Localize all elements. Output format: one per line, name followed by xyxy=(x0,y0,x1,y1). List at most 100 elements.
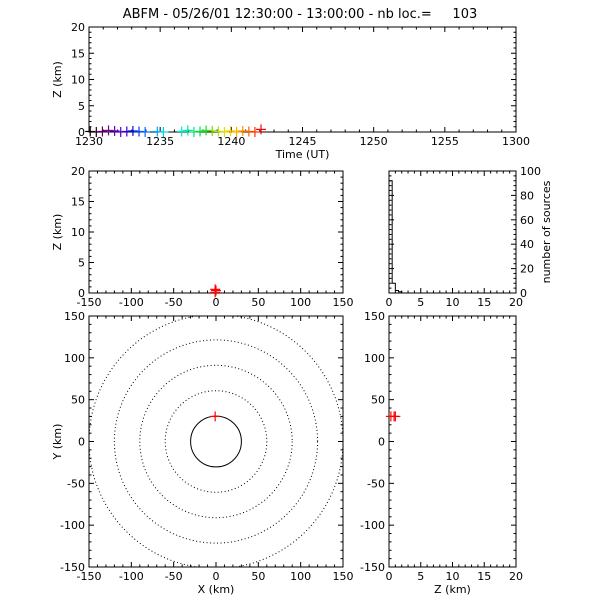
source-point-marker xyxy=(158,127,169,137)
x-tick-label: 20 xyxy=(509,570,523,583)
x-tick-label: -150 xyxy=(77,570,102,583)
y-tick-label: 50 xyxy=(71,394,85,407)
y-tick-label: 5 xyxy=(78,257,85,270)
range-ring xyxy=(139,364,293,519)
y-tick-label: 10 xyxy=(71,74,85,87)
y-tick-label: 5 xyxy=(78,100,85,113)
y-tick-label: -50 xyxy=(67,477,85,490)
y-tick-label: 80 xyxy=(520,189,534,202)
x-axis-label: Z (km) xyxy=(434,583,471,596)
y-tick-label: 0 xyxy=(378,436,385,449)
x-tick-label: 1300 xyxy=(502,135,530,148)
x-tick-label: 1235 xyxy=(146,135,174,148)
source-point-marker xyxy=(390,411,401,422)
range-ring xyxy=(89,316,343,567)
y-axis-label: Z (km) xyxy=(51,214,64,251)
x-tick-label: 15 xyxy=(477,570,491,583)
time-altitude-panel: 1230 1235 1240 1245 1250 1255 1300 0 5 10 15 20 Time… xyxy=(51,21,530,161)
y-tick-label: 150 xyxy=(364,310,385,323)
source-point-marker xyxy=(249,127,260,137)
x-tick-label: 5 xyxy=(417,570,424,583)
x-tick-label: 0 xyxy=(386,296,393,309)
source-point-marker xyxy=(97,126,108,137)
y-axis-label: Z (km) xyxy=(51,61,64,98)
x-tick-label: 0 xyxy=(386,570,393,583)
y-tick-label: 20 xyxy=(71,21,85,34)
x-tick-label: 10 xyxy=(446,296,460,309)
y-altitude-panel: 0 5 10 15 20 -150 -100 -50 0 50 100 150 Z (km) xyxy=(360,310,523,596)
x-altitude-panel: -150 -100 -50 0 50 100 150 0 5 10 15 20 Z (km) xyxy=(51,165,354,309)
range-ring xyxy=(190,415,242,468)
y-tick-label: 60 xyxy=(520,214,534,227)
y-tick-label: 100 xyxy=(64,352,85,365)
x-tick-label: -100 xyxy=(119,570,144,583)
y-tick-label: -50 xyxy=(367,477,385,490)
plot-frame xyxy=(88,26,517,133)
x-tick-label: 150 xyxy=(333,296,354,309)
y-tick-label: -100 xyxy=(60,519,85,532)
plan-view-panel: -150 -100 -50 0 50 100 150 -150 -100 -50 0 50 100 150… xyxy=(51,310,354,596)
y-axis-label: Y (km) xyxy=(51,424,64,461)
y-tick-label: 40 xyxy=(520,238,534,251)
x-tick-label: 150 xyxy=(333,570,354,583)
x-tick-label: 1245 xyxy=(289,135,317,148)
source-point-marker xyxy=(256,124,267,135)
y-tick-label: -150 xyxy=(360,561,385,574)
x-tick-label: 5 xyxy=(417,296,424,309)
x-tick-label: 10 xyxy=(446,570,460,583)
x-tick-label: -150 xyxy=(77,296,102,309)
x-tick-label: 1240 xyxy=(217,135,245,148)
x-tick-label: 15 xyxy=(477,296,491,309)
figure-title: ABFM - 05/26/01 12:30:00 - 13:00:00 - nb… xyxy=(123,7,478,22)
source-point-marker xyxy=(176,126,187,137)
y-tick-label: -150 xyxy=(60,561,85,574)
plot-frame xyxy=(388,315,517,568)
range-ring xyxy=(164,390,268,493)
x-tick-label: 50 xyxy=(251,570,265,583)
range-rings xyxy=(89,316,343,567)
y-tick-label: 100 xyxy=(364,352,385,365)
plot-frame xyxy=(88,315,344,568)
plot-frame xyxy=(388,170,517,294)
plot-panels: 1230 1235 1240 1245 1250 1255 1300 0 5 10 15 20 Time… xyxy=(51,21,553,596)
source-point-marker xyxy=(195,126,206,137)
source-point-marker xyxy=(219,127,230,137)
y-tick-label: 100 xyxy=(520,165,541,178)
x-tick-label: 0 xyxy=(213,296,220,309)
source-point-marker xyxy=(225,125,236,136)
x-tick-label: -100 xyxy=(119,296,144,309)
x-tick-label: 0 xyxy=(213,570,220,583)
x-tick-label: 100 xyxy=(290,570,311,583)
y-tick-label: 20 xyxy=(520,263,534,276)
source-point-marker xyxy=(210,411,221,422)
range-ring xyxy=(113,339,319,544)
x-tick-label: 1250 xyxy=(360,135,388,148)
x-tick-label: -50 xyxy=(165,296,183,309)
x-tick-label: -50 xyxy=(165,570,183,583)
y-tick-label: 15 xyxy=(71,196,85,209)
x-axis-label: Time (UT) xyxy=(275,148,330,161)
x-axis-label: X (km) xyxy=(198,583,235,596)
y-tick-label: -100 xyxy=(360,519,385,532)
x-tick-label: 50 xyxy=(251,296,265,309)
y-axis-label: number of sources xyxy=(540,180,553,283)
histogram-line xyxy=(389,180,516,294)
y-tick-label: 10 xyxy=(71,226,85,239)
x-tick-label: 20 xyxy=(509,296,523,309)
y-tick-label: 0 xyxy=(78,287,85,300)
source-point-marker xyxy=(211,285,221,296)
y-tick-label: 20 xyxy=(71,165,85,178)
y-tick-label: 50 xyxy=(371,394,385,407)
source-point-marker xyxy=(210,284,221,295)
y-tick-label: 15 xyxy=(71,47,85,60)
y-tick-label: 0 xyxy=(520,287,527,300)
plot-frame xyxy=(88,170,344,294)
y-tick-label: 150 xyxy=(64,310,85,323)
source-point-marker xyxy=(140,127,151,137)
x-tick-label: 1255 xyxy=(431,135,459,148)
y-tick-label: 0 xyxy=(78,126,85,139)
x-tick-label: 100 xyxy=(290,296,311,309)
source-point-marker xyxy=(231,127,242,137)
